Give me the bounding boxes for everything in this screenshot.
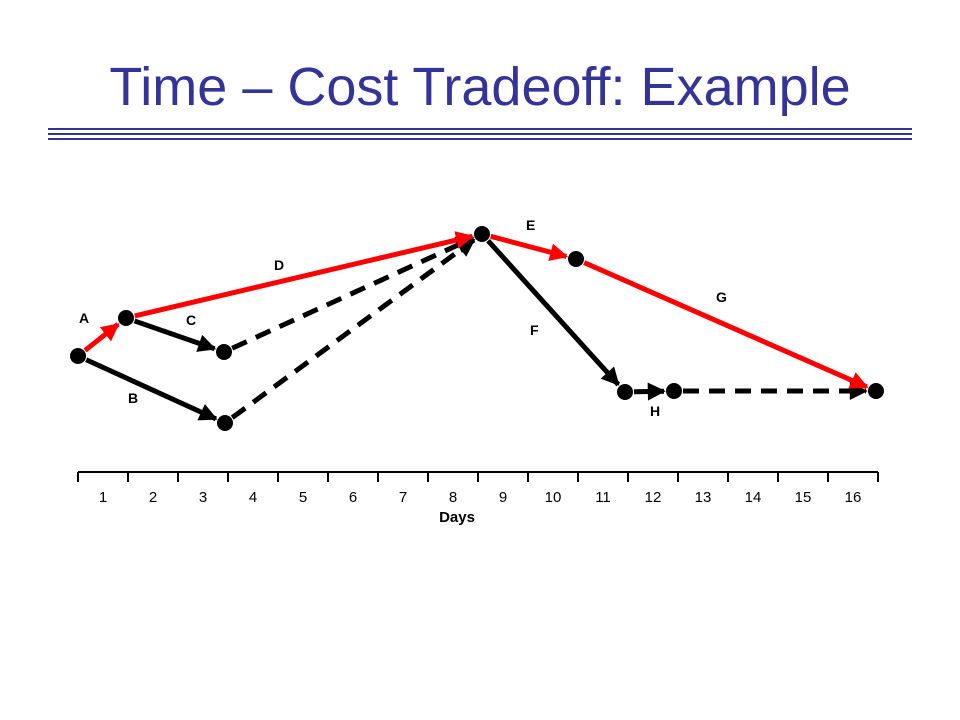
slide-title: Time – Cost Tradeoff: Example — [109, 57, 851, 117]
axis-tick-label: 1 — [99, 489, 107, 506]
axis-tick-label: 16 — [845, 489, 862, 506]
axis-tick-label: 12 — [645, 489, 662, 506]
activity-label-a: A — [79, 310, 89, 326]
event-node — [568, 251, 584, 267]
activity-label-h: H — [650, 403, 660, 419]
event-node — [217, 415, 233, 431]
activity-arrow-g — [583, 260, 869, 390]
event-node — [118, 310, 134, 326]
activity-label-d: D — [274, 257, 284, 273]
activity-arrow-h — [633, 382, 666, 401]
axis-tick-label: 13 — [695, 489, 712, 506]
event-node — [666, 383, 682, 399]
axis-tick-label: 14 — [745, 489, 762, 506]
axis-tick-label: 15 — [795, 489, 812, 506]
axis-tick-label: 9 — [499, 489, 507, 506]
activity-arrow-b — [85, 357, 218, 422]
event-node — [474, 226, 490, 242]
activity-label-f: F — [530, 322, 539, 338]
activity-arrow-d — [134, 231, 475, 319]
axis-tick-label: 10 — [545, 489, 562, 506]
activity-label-b: B — [128, 390, 138, 406]
title-divider — [48, 128, 912, 142]
axis-tick-label: 7 — [399, 489, 407, 506]
axis-tick-label: 2 — [149, 489, 157, 506]
event-node — [868, 383, 884, 399]
axis-tick-label: 5 — [299, 489, 307, 506]
activity-arrow-f — [486, 238, 621, 387]
activity-arrow-c — [133, 318, 217, 352]
axis-tick-label: 11 — [595, 489, 611, 506]
event-node — [617, 384, 633, 400]
axis-tick-label: 3 — [199, 489, 207, 506]
event-node — [216, 344, 232, 360]
event-node — [70, 348, 86, 364]
activity-arrow-e — [490, 233, 569, 261]
axis-tick-label: 8 — [449, 489, 457, 506]
axis-label: Days — [439, 509, 475, 526]
axis-tick-label: 6 — [349, 489, 357, 506]
activity-label-g: G — [716, 289, 727, 305]
activity-label-e: E — [526, 217, 535, 233]
dummy-activity-arrow — [231, 235, 475, 351]
axis-tick-label: 4 — [249, 489, 257, 506]
activity-label-c: C — [186, 312, 196, 328]
activity-arrow-a — [83, 322, 120, 353]
